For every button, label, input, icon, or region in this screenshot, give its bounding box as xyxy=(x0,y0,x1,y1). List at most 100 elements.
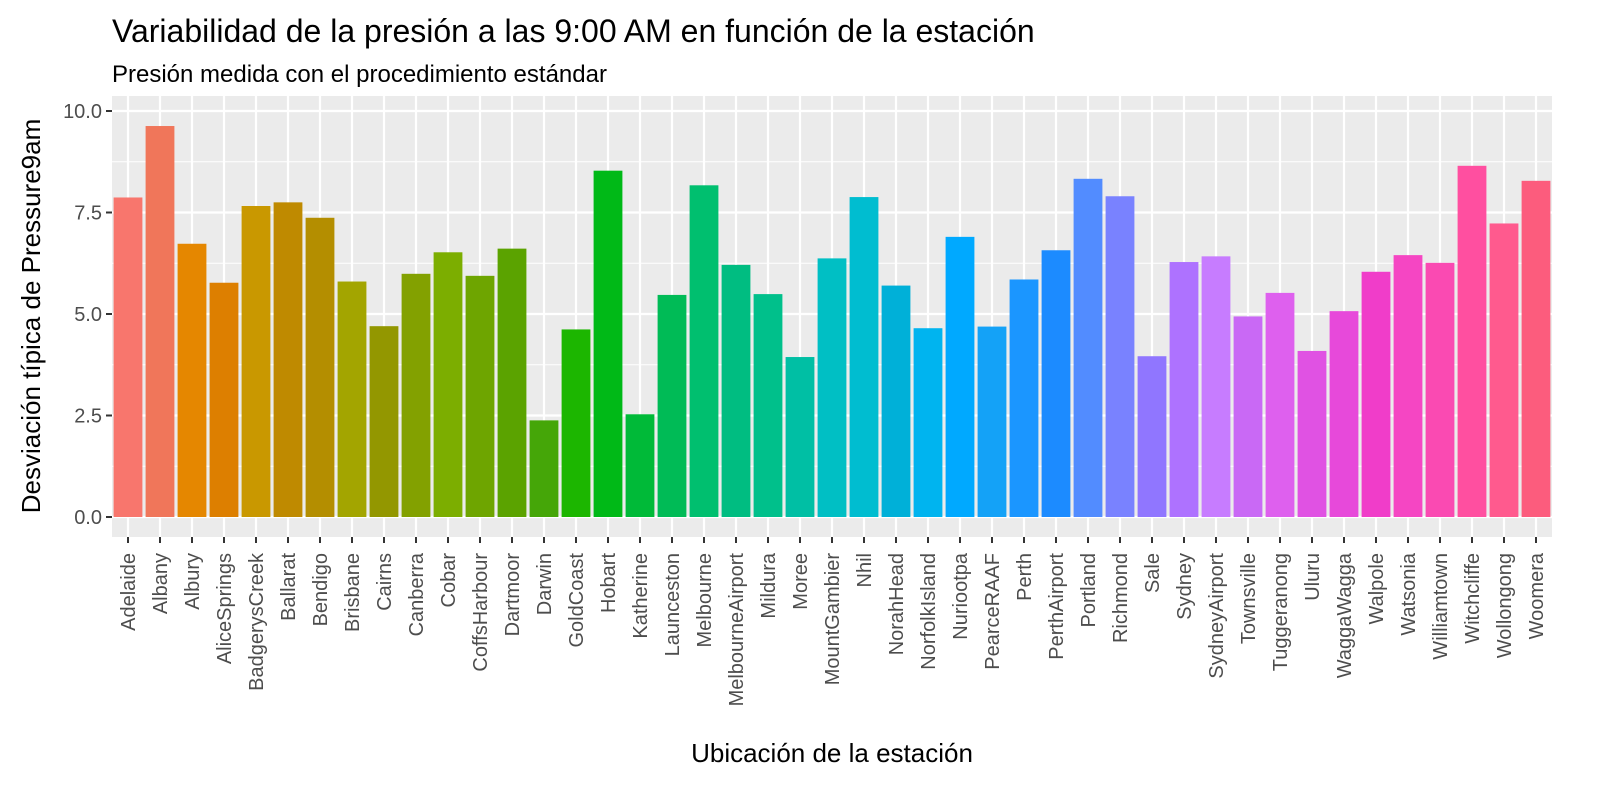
bar-PerthAirport xyxy=(1041,250,1071,517)
bar-Hobart xyxy=(593,170,623,517)
y-axis: 0.0 2.5 5.0 7.5 10.0 xyxy=(63,101,112,529)
bar-Albany xyxy=(145,126,175,517)
x-tick-label: SydneyAirport xyxy=(1206,553,1228,679)
bar-Moree xyxy=(785,357,815,517)
bar-Darwin xyxy=(529,420,559,517)
bar-Nuriootpa xyxy=(945,236,975,518)
x-tick-label: Darwin xyxy=(534,553,556,615)
y-axis-title: Desviación típica de Pressure9am xyxy=(16,119,46,514)
bar-Canberra xyxy=(401,273,431,517)
x-tick-label: Portland xyxy=(1078,553,1100,628)
x-tick-label: Wollongong xyxy=(1494,553,1516,658)
x-tick-label: Nuriootpa xyxy=(950,552,972,640)
bar-Portland xyxy=(1073,178,1103,517)
bar-PearceRAAF xyxy=(977,326,1007,517)
bar-MountGambier xyxy=(817,258,847,517)
bar-WaggaWagga xyxy=(1329,311,1359,517)
x-tick-label: Ballarat xyxy=(278,553,300,621)
bar-Townsville xyxy=(1233,316,1263,517)
bar-Watsonia xyxy=(1393,255,1423,517)
bar-Perth xyxy=(1009,279,1039,517)
bar-Melbourne xyxy=(689,185,719,517)
bar-Richmond xyxy=(1105,196,1135,517)
x-tick-label: Adelaide xyxy=(118,553,140,631)
bar-Albury xyxy=(177,243,207,517)
x-tick-label: Richmond xyxy=(1110,553,1132,643)
x-tick-label: Watsonia xyxy=(1398,552,1420,636)
x-tick-label: Witchcliffe xyxy=(1462,553,1484,644)
x-tick-label: Cobar xyxy=(438,553,460,608)
x-axis-title: Ubicación de la estación xyxy=(691,738,973,768)
bar-Katherine xyxy=(625,414,655,517)
bar-Walpole xyxy=(1361,271,1391,517)
x-tick-label: Melbourne xyxy=(694,553,716,648)
bar-NorahHead xyxy=(881,285,911,517)
y-tick-label: 7.5 xyxy=(74,203,102,225)
bar-Wollongong xyxy=(1489,223,1519,517)
bar-Dartmoor xyxy=(497,248,527,517)
x-tick-label: Dartmoor xyxy=(502,553,524,637)
bar-SydneyAirport xyxy=(1201,256,1231,517)
x-tick-label: NorfolkIsland xyxy=(918,553,940,670)
x-tick-label: Katherine xyxy=(630,553,652,639)
x-tick-label: Moree xyxy=(790,553,812,610)
bar-Adelaide xyxy=(113,197,143,517)
chart-subtitle: Presión medida con el procedimiento está… xyxy=(112,61,607,88)
x-tick-label: MelbourneAirport xyxy=(726,553,748,707)
x-tick-label: Uluru xyxy=(1302,553,1324,601)
x-tick-label: BadgerysCreek xyxy=(246,552,268,691)
x-tick-label: Williamtown xyxy=(1430,553,1452,660)
x-tick-label: Perth xyxy=(1014,553,1036,601)
x-tick-label: NorahHead xyxy=(886,553,908,655)
x-tick-label: CoffsHarbour xyxy=(470,553,492,672)
bar-Tuggeranong xyxy=(1265,292,1295,517)
bar-Cobar xyxy=(433,252,463,517)
bar-Witchcliffe xyxy=(1457,165,1487,517)
x-tick-label: Mildura xyxy=(758,552,780,618)
x-tick-label: AliceSprings xyxy=(214,553,236,664)
bar-AliceSprings xyxy=(209,282,239,517)
x-tick-label: Tuggeranong xyxy=(1270,553,1292,671)
bar-NorfolkIsland xyxy=(913,328,943,517)
x-tick-label: Walpole xyxy=(1366,553,1388,625)
x-tick-label: WaggaWagga xyxy=(1334,552,1356,678)
bar-Ballarat xyxy=(273,202,303,517)
x-tick-label: PearceRAAF xyxy=(982,553,1004,670)
bars xyxy=(113,126,1551,518)
bar-Nhil xyxy=(849,197,879,517)
bar-Brisbane xyxy=(337,281,367,517)
x-tick-label: Townsville xyxy=(1238,553,1260,644)
bar-Launceston xyxy=(657,294,687,517)
y-tick-label: 2.5 xyxy=(74,406,102,428)
bar-Sale xyxy=(1137,356,1167,517)
x-tick-label: Cairns xyxy=(374,553,396,611)
x-tick-label: Launceston xyxy=(662,553,684,656)
bar-MelbourneAirport xyxy=(721,264,751,517)
y-tick-label: 10.0 xyxy=(63,101,102,123)
bar-BadgerysCreek xyxy=(241,206,271,517)
bar-Mildura xyxy=(753,294,783,517)
x-tick-label: Sydney xyxy=(1174,553,1196,620)
x-tick-label: Hobart xyxy=(598,553,620,613)
y-tick-label: 0.0 xyxy=(74,507,102,529)
bar-GoldCoast xyxy=(561,329,591,517)
chart-title: Variabilidad de la presión a las 9:00 AM… xyxy=(112,13,1035,49)
x-tick-label: GoldCoast xyxy=(566,553,588,648)
x-tick-label: Woomera xyxy=(1526,552,1548,639)
bar-Sydney xyxy=(1169,262,1199,517)
bar-CoffsHarbour xyxy=(465,275,495,517)
bar-Woomera xyxy=(1521,180,1551,517)
x-axis: Adelaide Albany Albury AliceSprings Badgerys… xyxy=(118,537,1548,706)
bar-Bendigo xyxy=(305,217,335,517)
x-tick-label: MountGambier xyxy=(822,553,844,686)
x-tick-label: Brisbane xyxy=(342,553,364,632)
bar-Uluru xyxy=(1297,350,1327,517)
bar-Cairns xyxy=(369,326,399,517)
x-tick-label: Sale xyxy=(1142,553,1164,593)
x-tick-label: PerthAirport xyxy=(1046,553,1068,660)
bar-Williamtown xyxy=(1425,262,1455,517)
x-tick-label: Nhil xyxy=(854,553,876,587)
x-tick-label: Albury xyxy=(182,553,204,610)
x-tick-label: Canberra xyxy=(406,552,428,636)
